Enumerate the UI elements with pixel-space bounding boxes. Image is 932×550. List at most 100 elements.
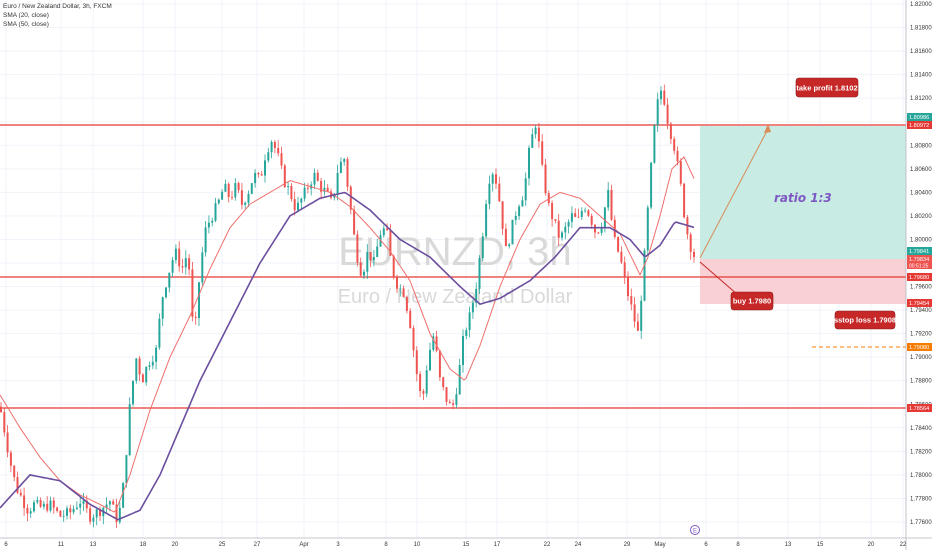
- candle-body: [82, 500, 85, 504]
- candle-body: [495, 174, 497, 184]
- candle-body: [227, 183, 230, 198]
- x-tick-label: 25: [219, 542, 226, 548]
- candle-body: [594, 224, 596, 233]
- x-tick-label: 6: [4, 542, 8, 548]
- candle-body: [234, 183, 237, 198]
- candle-body: [316, 172, 319, 181]
- candle-body: [399, 288, 402, 290]
- y-tick-label: 1.79000: [910, 355, 932, 361]
- y-tick-label: 1.77800: [910, 496, 932, 502]
- x-tick-label: 15: [817, 542, 824, 548]
- candle-body: [122, 483, 125, 508]
- candle-body: [458, 365, 461, 395]
- candle-body: [297, 202, 299, 211]
- candle-body: [283, 165, 286, 188]
- candle-body: [475, 288, 478, 303]
- candle-body: [666, 104, 669, 124]
- buy-callout[interactable]: buy 1.7980: [730, 291, 774, 311]
- tag-sl-zone: 1.79454: [907, 299, 932, 307]
- x-tick-label: 13: [785, 542, 792, 548]
- candle-body: [488, 183, 491, 205]
- candle-body: [501, 201, 504, 229]
- candle-body: [656, 99, 659, 126]
- candle-body: [422, 391, 425, 394]
- tag-last-b: 1.79834 00:51:25: [907, 255, 932, 270]
- candle-body: [353, 209, 356, 235]
- stop-loss-callout[interactable]: sstop loss 1.7908: [834, 310, 896, 330]
- sma-50-line: [0, 191, 695, 521]
- candle-body: [491, 174, 494, 184]
- candle-body: [580, 210, 583, 217]
- candle-body: [151, 361, 154, 366]
- y-tick-label: 1.80200: [910, 214, 932, 220]
- x-tick-label: 13: [90, 542, 97, 548]
- candle-body: [92, 517, 95, 522]
- y-tick-label: 1.77600: [910, 520, 932, 526]
- candle-body: [636, 321, 639, 331]
- candle-body: [323, 187, 326, 192]
- candle-body: [270, 141, 273, 153]
- candle-body: [115, 504, 118, 523]
- x-tick-label: 29: [624, 542, 631, 548]
- y-tick-label: 1.80000: [910, 237, 932, 243]
- candle-body: [504, 228, 507, 247]
- take-profit-arrowhead: [764, 124, 771, 133]
- candle-body: [590, 215, 593, 225]
- candle-body: [128, 404, 131, 456]
- candle-body: [392, 255, 395, 277]
- candle-body: [415, 350, 418, 375]
- event-marker-label: E: [693, 528, 697, 534]
- candle-body: [105, 504, 108, 508]
- candle-body: [567, 221, 570, 227]
- legend-symbol-title[interactable]: Euro / New Zealand Dollar, 3h, FXCM: [3, 3, 112, 10]
- y-tick-label: 1.78200: [910, 449, 932, 455]
- legend-sma50[interactable]: SMA (50, close): [3, 21, 49, 28]
- candle-body: [396, 276, 398, 289]
- candle-body: [250, 183, 253, 194]
- tag-tp-line: 1.80972: [907, 121, 932, 129]
- buy-arrow[interactable]: [699, 261, 739, 296]
- candle-body: [640, 300, 643, 331]
- candle-body: [66, 508, 68, 516]
- candle-body: [56, 507, 59, 511]
- candle-body: [673, 138, 676, 151]
- event-marker[interactable]: E: [690, 525, 700, 535]
- candle-body: [0, 406, 2, 413]
- tag-support: 1.78564: [907, 404, 932, 412]
- candle-body: [359, 262, 362, 276]
- buy-callout-text: buy 1.7980: [733, 297, 771, 306]
- candle-body: [432, 336, 435, 350]
- candle-body: [577, 216, 580, 218]
- take-profit-arrow[interactable]: [699, 128, 769, 259]
- candle-body: [669, 123, 672, 139]
- y-tick-label: 1.78400: [910, 426, 932, 432]
- tag-stop: 1.79080: [907, 343, 932, 351]
- sma-20-line: [0, 156, 695, 513]
- time-axis-ticks: 6 11 13 18 20 25 27 Apr 3 8 10 15 17 22 24 29 May 6 8 13 15 2…: [4, 542, 907, 548]
- y-tick-label: 1.81200: [910, 96, 932, 102]
- x-tick-label: 8: [736, 542, 740, 548]
- legend-sma20[interactable]: SMA (20, close): [3, 12, 49, 19]
- x-tick-label: Apr: [299, 542, 308, 548]
- candle-body: [514, 215, 517, 220]
- stop-loss-callout-text: sstop loss 1.7908: [834, 316, 896, 325]
- y-tick-label: 1.81800: [910, 26, 932, 32]
- tag-buy-line-text: 1.79680: [909, 275, 929, 281]
- candle-body: [313, 172, 316, 185]
- candle-body: [584, 210, 587, 212]
- candle-body: [339, 161, 342, 173]
- candle-body: [356, 234, 359, 263]
- candle-body: [198, 282, 200, 318]
- tag-tp-upper-text: 1.80986: [909, 115, 929, 121]
- candle-body: [46, 503, 49, 511]
- candle-body: [547, 193, 550, 203]
- candle-body: [409, 310, 412, 328]
- candle-body: [264, 160, 266, 176]
- watermark-symbol: EURNZD, 3h: [338, 230, 571, 274]
- candle-body: [145, 366, 148, 383]
- candle-body: [452, 403, 455, 405]
- candle-body: [217, 199, 220, 204]
- take-profit-callout[interactable]: take profit 1.8102: [795, 77, 859, 98]
- x-tick-label: 22: [900, 542, 907, 548]
